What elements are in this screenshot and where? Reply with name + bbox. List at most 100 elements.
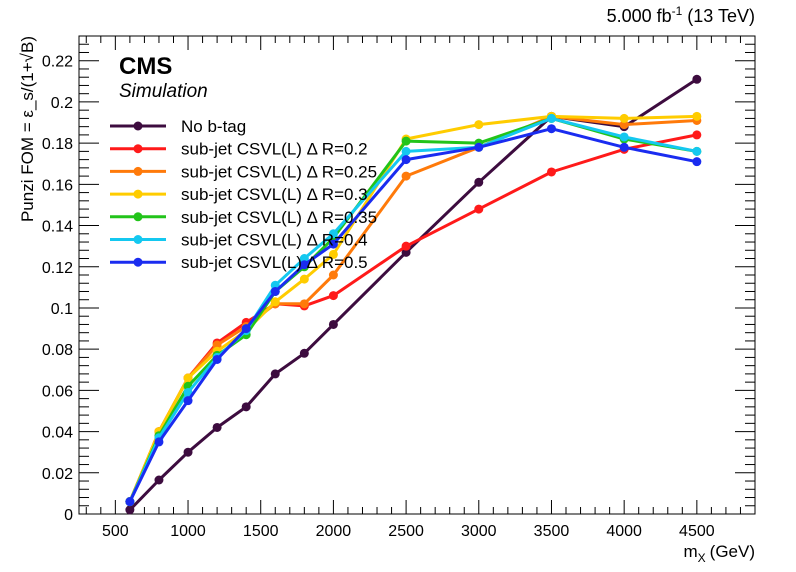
- data-point: [299, 348, 309, 358]
- legend-label: sub-jet CSVL(L) Δ R=0.4: [181, 231, 368, 250]
- data-point: [270, 286, 280, 296]
- data-point: [154, 437, 164, 447]
- data-point: [183, 396, 193, 406]
- y-axis-title: Punzi FOM = ε_s/(1+√B): [18, 36, 37, 222]
- y-tick-label: 0.04: [42, 425, 73, 442]
- y-tick-label: 0.06: [42, 383, 73, 400]
- data-point: [619, 120, 629, 130]
- y-tick-label: 0.02: [42, 466, 73, 483]
- y-tick-label: 0: [64, 507, 73, 524]
- x-axis-title: mX (GeV): [683, 542, 755, 565]
- x-tick-label: 3500: [534, 523, 570, 540]
- luminosity-label: 5.000 fb-1 (13 TeV): [607, 4, 755, 26]
- simulation-label: Simulation: [119, 81, 208, 102]
- y-tick-label: 0.14: [42, 219, 73, 236]
- y-tick-label: 0.1: [51, 301, 73, 318]
- legend-label: sub-jet CSVL(L) Δ R=0.5: [181, 253, 368, 272]
- cms-label: CMS: [119, 53, 172, 80]
- legend-entry: sub-jet CSVL(L) Δ R=0.5: [110, 253, 368, 272]
- data-point: [401, 155, 411, 165]
- data-point: [692, 146, 702, 156]
- series-layer: [125, 74, 702, 515]
- data-point: [401, 171, 411, 181]
- data-point: [270, 369, 280, 379]
- data-point: [299, 254, 309, 264]
- x-tick-label: 3000: [461, 523, 497, 540]
- data-point: [183, 373, 193, 383]
- data-point: [328, 239, 338, 249]
- data-point: [328, 249, 338, 259]
- legend-label: sub-jet CSVL(L) Δ R=0.35: [181, 208, 377, 227]
- data-point: [299, 299, 309, 309]
- x-tick-label: 4500: [679, 523, 715, 540]
- data-point: [212, 354, 222, 364]
- data-point: [401, 247, 411, 257]
- legend-entry: No b-tag: [110, 117, 246, 136]
- data-point: [474, 204, 484, 214]
- legend-swatch-marker: [133, 166, 143, 176]
- data-point: [546, 113, 556, 123]
- legend-label: sub-jet CSVL(L) Δ R=0.2: [181, 140, 368, 159]
- data-point: [619, 142, 629, 152]
- y-tick-label: 0.18: [42, 136, 73, 153]
- axis-ticks: [79, 36, 755, 515]
- data-point: [474, 142, 484, 152]
- data-point: [241, 402, 251, 412]
- legend-entry: sub-jet CSVL(L) Δ R=0.4: [110, 231, 368, 250]
- data-point: [474, 120, 484, 130]
- y-tick-label: 0.08: [42, 342, 73, 359]
- data-point: [692, 157, 702, 167]
- legend-swatch-marker: [133, 235, 143, 244]
- legend-entry: sub-jet CSVL(L) Δ R=0.3: [110, 185, 368, 204]
- data-point: [401, 146, 411, 156]
- legend-entry: sub-jet CSVL(L) Δ R=0.25: [110, 162, 377, 181]
- data-point: [401, 241, 411, 251]
- x-tick-label: 500: [102, 523, 129, 540]
- data-point: [692, 111, 702, 121]
- data-point: [619, 132, 629, 142]
- x-tick-label: 1500: [243, 523, 279, 540]
- legend-swatch-marker: [133, 121, 143, 131]
- data-point: [474, 177, 484, 187]
- x-tick-label: 2500: [388, 523, 424, 540]
- data-point: [401, 136, 411, 146]
- legend-swatch-marker: [133, 144, 143, 154]
- x-tick-labels: 500 1000 1500 2000 2500 3000 3500 4000 4500: [102, 523, 715, 540]
- data-point: [328, 319, 338, 329]
- x-tick-label: 4000: [606, 523, 642, 540]
- legend-label: No b-tag: [181, 117, 246, 136]
- x-tick-label: 1000: [170, 523, 206, 540]
- data-point: [546, 124, 556, 134]
- legend-label: sub-jet CSVL(L) Δ R=0.25: [181, 162, 377, 181]
- data-point: [692, 130, 702, 140]
- series-6: [125, 124, 702, 507]
- data-point: [241, 324, 251, 334]
- data-point: [328, 291, 338, 301]
- legend-entry: sub-jet CSVL(L) Δ R=0.2: [110, 140, 368, 159]
- data-point: [328, 270, 338, 280]
- y-tick-label: 0.22: [42, 54, 73, 71]
- data-point: [125, 497, 135, 507]
- legend-label: sub-jet CSVL(L) Δ R=0.3: [181, 185, 368, 204]
- legend-entry: sub-jet CSVL(L) Δ R=0.35: [110, 208, 377, 227]
- data-point: [270, 297, 280, 307]
- y-tick-label: 0.12: [42, 260, 73, 277]
- data-point: [212, 422, 222, 432]
- data-point: [619, 113, 629, 123]
- y-tick-label: 0.16: [42, 177, 73, 194]
- legend-swatch-marker: [133, 257, 143, 267]
- x-tick-label: 2000: [316, 523, 352, 540]
- data-point: [299, 274, 309, 284]
- data-point: [183, 387, 193, 397]
- y-tick-labels: 0 0.02 0.04 0.06 0.08 0.1 0.12 0.14 0.16 0.18 0.2 0…: [42, 54, 73, 524]
- data-point: [328, 229, 338, 239]
- data-point: [299, 260, 309, 270]
- legend-swatch-marker: [133, 212, 143, 222]
- data-point: [125, 505, 135, 515]
- data-point: [692, 74, 702, 84]
- data-point: [212, 340, 222, 350]
- y-tick-label: 0.2: [51, 95, 73, 112]
- legend-swatch-marker: [133, 189, 143, 199]
